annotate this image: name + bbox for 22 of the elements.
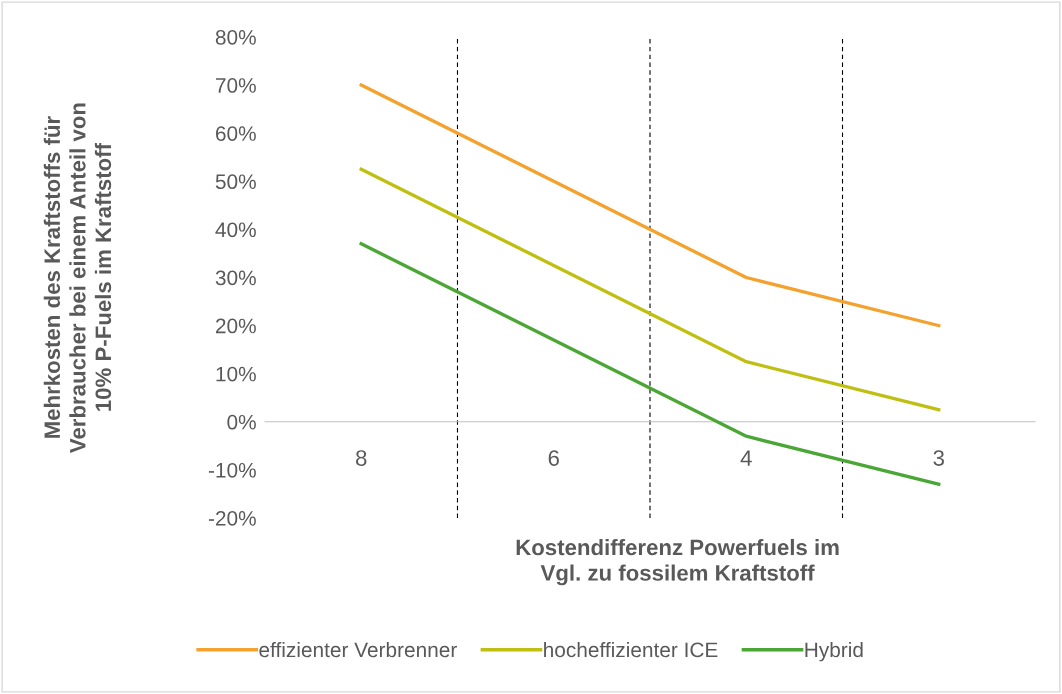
line-series bbox=[359, 83, 941, 328]
x-axis-title: Kostendifferenz Powerfuels im Vgl. zu fossilem Kraftstoff bbox=[516, 538, 839, 586]
y-tick-label: 20% bbox=[215, 318, 256, 334]
line-series bbox=[359, 167, 941, 412]
x-tick-label: 3 bbox=[933, 450, 944, 466]
y-tick-label: -20% bbox=[208, 511, 256, 526]
legend-label: effizienter Verbrenner bbox=[259, 641, 457, 658]
y-tick-label: 0% bbox=[227, 414, 256, 430]
x-tick-label: 4 bbox=[740, 450, 752, 466]
y-tick-label: 40% bbox=[215, 222, 256, 238]
x-tick-label: 6 bbox=[548, 450, 559, 466]
y-tick-label: 10% bbox=[216, 366, 256, 382]
y-tick-label: 30% bbox=[215, 270, 256, 286]
y-tick-label: 50% bbox=[215, 174, 256, 190]
y-tick-label: 60% bbox=[216, 126, 256, 141]
y-tick-label: -10% bbox=[208, 462, 256, 478]
x-tick-label: 8 bbox=[356, 450, 367, 466]
y-tick-label: 80% bbox=[215, 29, 256, 45]
y-axis-title: Mehrkosten des Kraftstoffs für Verbraucher bei einem Anteil von 10% P-Fuels im Kraftstoff bbox=[43, 103, 112, 453]
legend-label: Hybrid bbox=[805, 641, 863, 662]
legend-label: hocheffizienter ICE bbox=[544, 641, 718, 658]
y-tick-label: 70% bbox=[216, 78, 256, 93]
